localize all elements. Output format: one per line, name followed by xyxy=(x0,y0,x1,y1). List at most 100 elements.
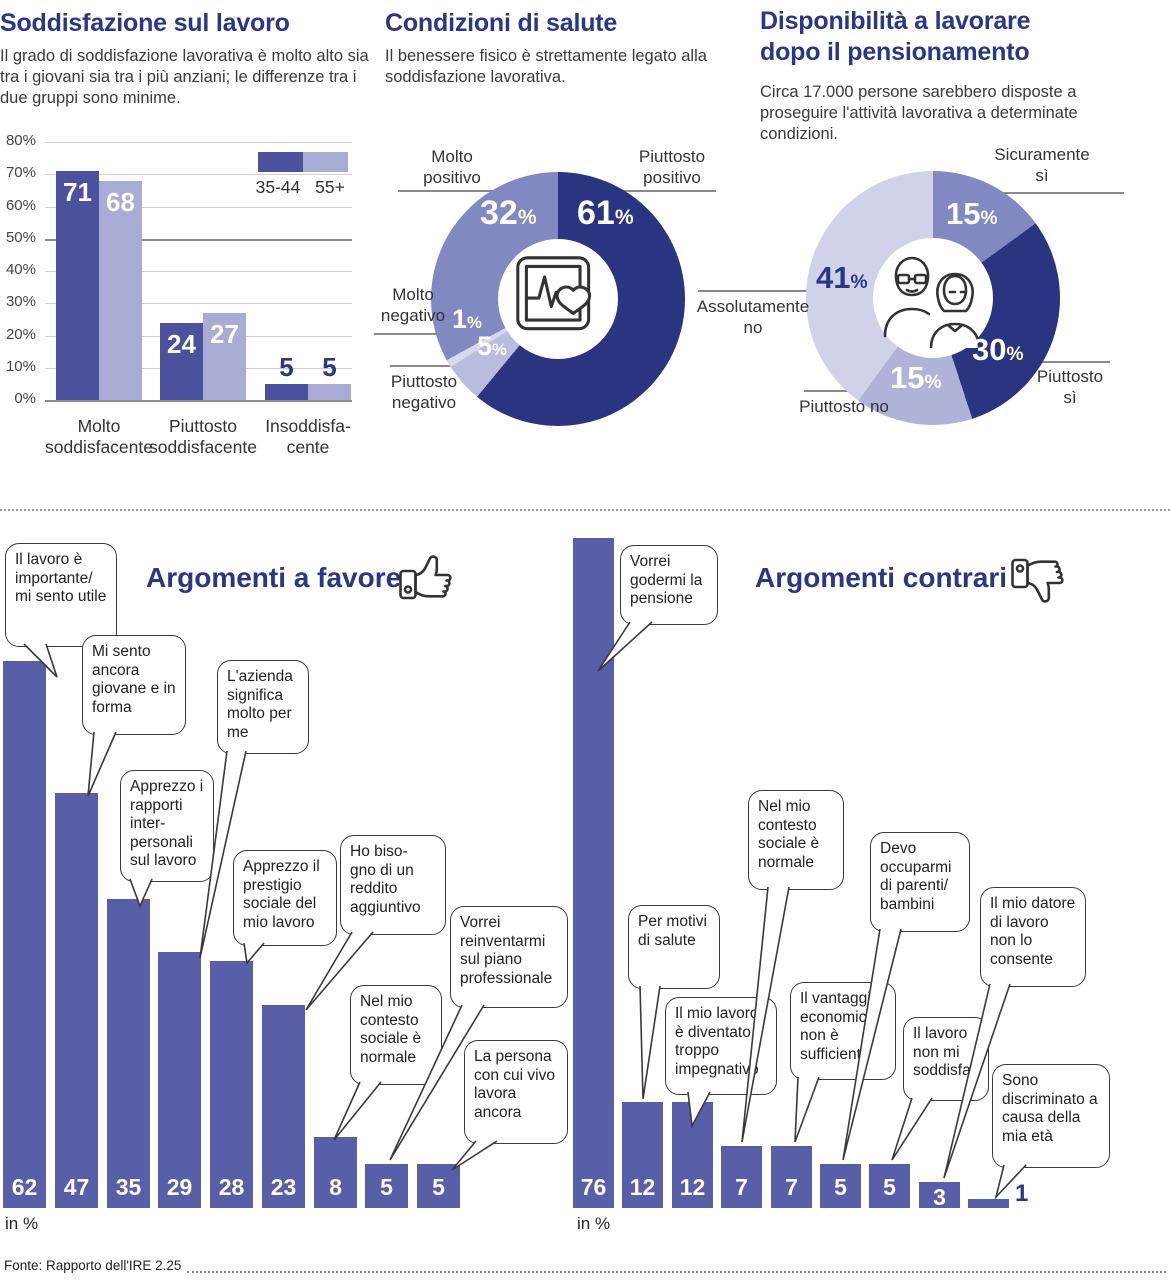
speech-bubble-text: Il lavoro è importante/ mi sento utile xyxy=(15,551,107,606)
pct-piuttosto-si: 30% xyxy=(972,332,1024,367)
speech-bubble: Il mio datore di lavoro non lo consente xyxy=(980,887,1086,987)
speech-bubble-text: L'azienda significa molto per me xyxy=(227,668,293,741)
speech-bubble-text: Vorrei reinventarmi sul piano profession… xyxy=(460,914,553,987)
bar-value-label: 8 xyxy=(329,1174,342,1200)
speech-bubble: Nel mio contesto sociale è normale xyxy=(350,985,442,1085)
thumbs-down-icon xyxy=(1011,558,1064,603)
speech-bubble: Il lavoro non mi soddisfa xyxy=(903,1017,989,1101)
pct-molto-negativo: 1% xyxy=(452,304,482,334)
y-axis-label: 0% xyxy=(14,390,36,407)
legend-label-35-44: 35-44 xyxy=(255,177,301,197)
bar xyxy=(265,384,308,400)
section-title-retirement: Disponibilità a lavorare dopo il pension… xyxy=(760,7,1031,66)
bar-value-label: 7 xyxy=(735,1174,748,1200)
bar-value-label: 5 xyxy=(322,352,337,382)
bar xyxy=(55,793,98,1208)
speech-bubble: Ho biso- gno di un reddito aggiuntivo xyxy=(340,835,446,935)
bubble-tail xyxy=(794,1076,820,1143)
pct-piuttosto-negativo: 5% xyxy=(477,331,507,361)
speech-bubble: Il lavoro è importante/ mi sento utile xyxy=(5,543,117,647)
y-axis-label: 10% xyxy=(5,357,36,375)
pct-piuttosto-no: 15% xyxy=(890,360,942,395)
speech-bubble-text: La persona con cui vivo lavora ancora xyxy=(474,1048,555,1121)
donut-hole xyxy=(498,239,618,359)
speech-bubble-text: Nel mio contesto sociale è normale xyxy=(360,993,422,1066)
dotted-divider xyxy=(0,509,1170,511)
bar-value-label: 71 xyxy=(63,177,92,207)
bar-value-label: 29 xyxy=(166,1174,193,1200)
bar xyxy=(99,181,142,400)
pct-piuttosto-positivo: 61% xyxy=(577,194,634,232)
gridline xyxy=(45,238,352,241)
speech-bubble: Sono discriminato a causa della mia età xyxy=(992,1064,1110,1168)
y-axis-label: 20% xyxy=(5,325,36,343)
title-argomenti-a-favore: Argomenti a favore xyxy=(146,562,402,593)
bar-value-label: 35 xyxy=(115,1174,142,1200)
bar-value-label: 27 xyxy=(210,319,239,349)
bar xyxy=(314,1137,357,1208)
leader-line xyxy=(398,190,520,192)
bar-value-label: 5 xyxy=(380,1174,393,1200)
y-axis-label: 60% xyxy=(5,196,36,214)
section-title-satisfaction: Soddisfazione sul lavoro xyxy=(0,9,290,37)
thumbs-up-icon xyxy=(399,555,452,600)
speech-bubble-text: Il mio datore di lavoro non lo consente xyxy=(990,895,1076,968)
bar xyxy=(820,1164,861,1208)
bar xyxy=(721,1146,762,1208)
speech-bubble-text: Devo occuparmi di parenti/ bambini xyxy=(880,840,952,913)
bar-value-label: 5 xyxy=(834,1174,847,1200)
unit-label-pro: in % xyxy=(5,1214,39,1233)
bar-value-label: 7 xyxy=(785,1174,798,1200)
bar-value-label: 76 xyxy=(580,1174,607,1200)
speech-bubble: Vorrei reinventarmi sul piano profession… xyxy=(450,906,568,1008)
y-axis-label: 30% xyxy=(5,293,36,311)
section-title-health: Condizioni di salute xyxy=(385,9,618,37)
speech-bubble-text: Ho biso- gno di un reddito aggiuntivo xyxy=(350,843,421,916)
legend-swatch-55plus xyxy=(303,152,348,172)
heart-monitor-icon xyxy=(516,256,592,331)
bubble-tail xyxy=(87,731,117,797)
speech-bubble-text: Il vantaggio economico non è sufficiente xyxy=(800,990,880,1063)
gridline xyxy=(45,271,352,272)
speech-bubble-text: Per motivi di salute xyxy=(638,913,707,949)
speech-bubble-text: Vorrei godermi la pensione xyxy=(630,553,703,608)
speech-bubble: Vorrei godermi la pensione xyxy=(620,545,718,625)
bar xyxy=(158,952,201,1208)
bar-value-label: 28 xyxy=(218,1174,245,1200)
leader-line xyxy=(374,333,448,335)
section-description-health: Il benessere fisico è strettamente legat… xyxy=(385,47,707,86)
bar-value-label: 12 xyxy=(679,1174,706,1200)
category-label: Molto soddisfacente xyxy=(45,416,153,458)
slice-label-assolutamente-no: Assolutamente no xyxy=(696,297,810,338)
speech-bubble-text: Apprezzo i rapporti inter- personali sul… xyxy=(130,778,204,870)
speech-bubble: Il mio lavoro è diventato troppo impegna… xyxy=(665,997,777,1095)
slice-label-molto-positivo: Molto positivo xyxy=(423,147,481,188)
bar xyxy=(573,538,614,1208)
legend-label-55plus: 55+ xyxy=(315,177,345,197)
bar xyxy=(869,1164,910,1208)
bar-value-label: 5 xyxy=(883,1174,896,1200)
y-axis-label: 40% xyxy=(5,261,36,278)
pct-molto-positivo: 32% xyxy=(480,194,537,232)
speech-bubble: L'azienda significa molto per me xyxy=(217,660,309,754)
section-description-retirement: Circa 17.000 persone sarebbero disposte … xyxy=(760,83,1078,143)
bar-value-label: 1 xyxy=(1015,1180,1029,1207)
gridline xyxy=(45,206,352,208)
gridline xyxy=(45,142,352,143)
speech-bubble: Nel mio contesto sociale è normale xyxy=(748,790,844,890)
speech-bubble: Apprezzo il prestigio sociale del mio la… xyxy=(233,850,337,946)
section-description-satisfaction: Il grado di soddisfazione lavorativa è m… xyxy=(0,47,369,107)
footer: Fonte: Rapporto dell'IRE 2.25 xyxy=(4,1258,1166,1273)
y-axis-label: 80% xyxy=(5,132,36,149)
speech-bubble-text: Mi sento ancora giovane e in forma xyxy=(92,643,176,716)
bar xyxy=(160,323,203,400)
speech-bubble-text: Sono discriminato a causa della mia età xyxy=(1002,1072,1098,1145)
bar xyxy=(968,1199,1009,1208)
bubble-tail xyxy=(891,1097,933,1161)
speech-bubble: Il vantaggio economico non è sufficiente xyxy=(790,982,896,1080)
bar xyxy=(622,1102,663,1208)
pct-sicuramente-si: 15% xyxy=(946,196,998,231)
leader-line xyxy=(592,190,716,192)
bar-value-label: 12 xyxy=(629,1174,656,1200)
